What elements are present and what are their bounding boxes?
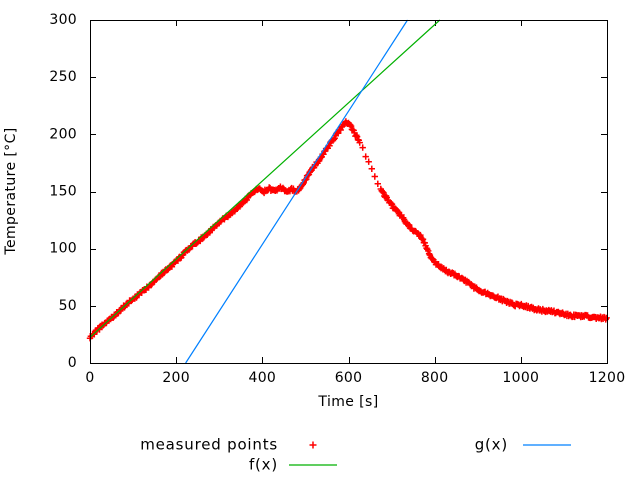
legend-label-measured-points: measured points (140, 436, 278, 454)
plot-border (90, 20, 608, 364)
y-tick-label: 150 (49, 184, 77, 200)
x-tick-label: 400 (249, 370, 277, 386)
axis-ticks (90, 20, 608, 364)
y-tick-label: 50 (59, 298, 77, 314)
y-tick-label: 300 (49, 12, 77, 28)
x-tick-label: 1200 (589, 370, 626, 386)
g-line-series (185, 19, 409, 364)
legend-label-g-x-: g(x) (475, 436, 508, 454)
x-tick-label: 800 (421, 370, 449, 386)
y-tick-label: 200 (49, 126, 77, 142)
plus-marker-icon (309, 441, 317, 449)
x-tick-label: 200 (162, 370, 190, 386)
x-tick-label: 600 (335, 370, 363, 386)
legend-label-f-x-: f(x) (249, 456, 278, 474)
x-tick-label: 0 (85, 370, 94, 386)
y-tick-label: 0 (68, 355, 77, 371)
x-axis-title: Time [s] (317, 394, 378, 410)
y-tick-label: 100 (49, 241, 77, 257)
y-axis-title: Temperature [°C] (3, 127, 19, 255)
measured-points-series (86, 118, 610, 342)
f-line-series (89, 19, 441, 338)
legend: measured points f(x) g(x) (140, 436, 571, 474)
x-tick-label: 1000 (502, 370, 539, 386)
y-tick-label: 250 (49, 69, 77, 85)
